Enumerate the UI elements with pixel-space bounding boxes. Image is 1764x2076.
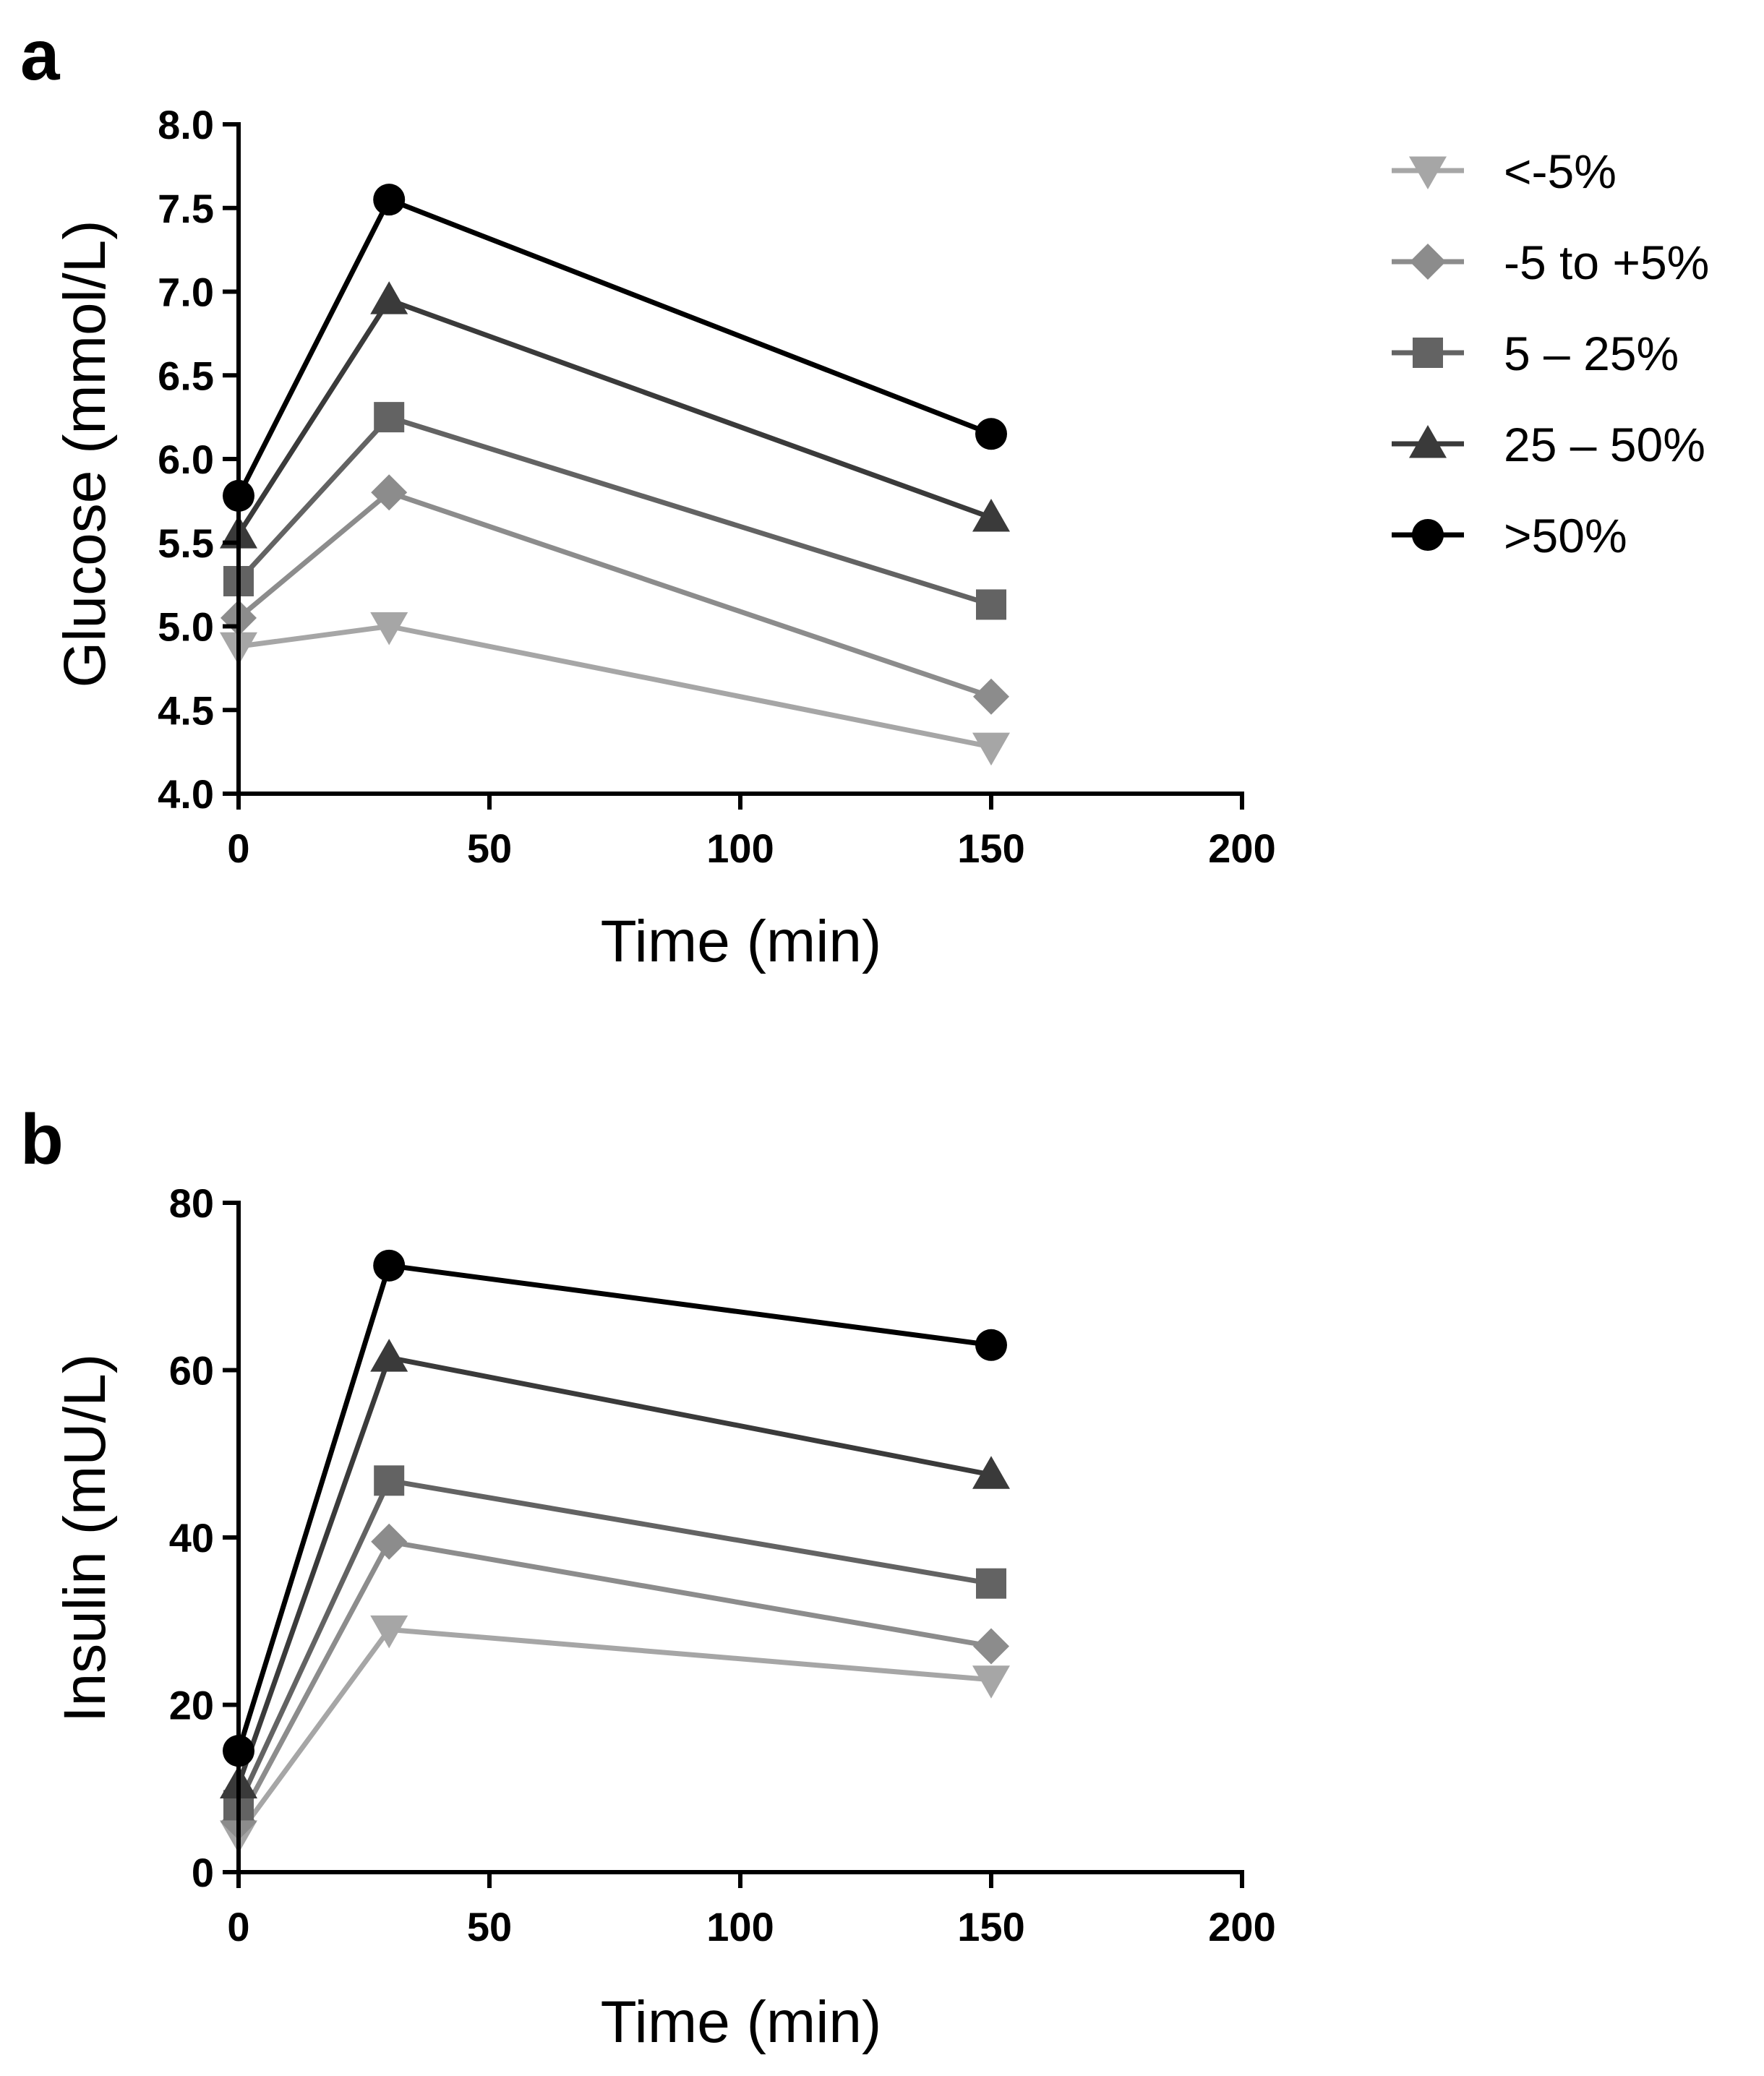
glucose-y-tick-label-1: 4.5: [158, 687, 214, 733]
legend-marker-1: [1410, 244, 1446, 280]
insulin-y-tick-label-1: 20: [169, 1683, 214, 1728]
glucose-x-tick-label-1: 50: [467, 825, 512, 871]
glucose-point-s0-1: [370, 612, 408, 645]
insulin-y-tick-label-4: 80: [169, 1180, 214, 1226]
glucose-y-axis-title: Glucose (mmol/L): [52, 220, 118, 687]
insulin-plot-area: 0 20 40 60 80 0 50 100 150 200: [169, 1180, 1276, 1950]
insulin-y-tick-label-0: 0: [192, 1850, 214, 1895]
insulin-series-line-2: [236, 1477, 992, 1806]
insulin-y-tick-label-2: 40: [169, 1515, 214, 1561]
legend-item-3: 25 – 50%: [1392, 418, 1705, 471]
glucose-point-s4-1: [373, 184, 406, 216]
legend-label-2: 5 – 25%: [1504, 327, 1679, 380]
glucose-x-tick-label-0: 0: [227, 825, 249, 871]
glucose-y-tick-label-3: 5.5: [158, 520, 214, 566]
insulin-y-tick-label-3: 60: [169, 1348, 214, 1394]
glucose-plot-area: 4.0 4.5 5.0 5.5 6.0 6.5 7.0 7.5 8.0 0 50 100 150 200: [158, 102, 1276, 871]
insulin-x-tick-label-1: 50: [467, 1904, 512, 1950]
legend-label-4: >50%: [1504, 509, 1627, 562]
glucose-x-tick-label-3: 150: [957, 825, 1024, 871]
insulin-point-s1-1: [371, 1523, 408, 1560]
glucose-x-axis-title: Time (min): [601, 909, 882, 974]
insulin-series-line-3: [236, 1355, 992, 1785]
panel-label-a: a: [20, 15, 61, 95]
glucose-x-tick-label-4: 200: [1208, 825, 1275, 871]
insulin-point-s1-2: [973, 1628, 1009, 1665]
glucose-series-line-4: [236, 197, 993, 497]
legend-label-0: <-5%: [1504, 145, 1617, 198]
insulin-point-s3-2: [972, 1456, 1010, 1489]
insulin-point-s4-2: [975, 1329, 1007, 1361]
glucose-point-s1-1: [371, 474, 408, 511]
glucose-x-tick-label-2: 100: [706, 825, 774, 871]
glucose-y-tick-label-0: 4.0: [158, 771, 214, 817]
insulin-x-axis-title: Time (min): [601, 1989, 882, 2055]
glucose-y-tick-label-2: 5.0: [158, 604, 214, 650]
legend: <-5% -5 to +5% 5 – 25% 25 – 50% >50%: [1392, 145, 1709, 562]
glucose-y-tick-label-8: 8.0: [158, 102, 214, 147]
glucose-series-line-0: [238, 624, 992, 750]
insulin-point-s0-2: [972, 1665, 1010, 1699]
legend-item-4: >50%: [1392, 509, 1627, 562]
glucose-series-line-1: [236, 489, 993, 700]
legend-item-0: <-5%: [1392, 145, 1617, 198]
glucose-series-line-3: [236, 297, 993, 536]
insulin-x-tick-label-4: 200: [1208, 1904, 1275, 1950]
glucose-point-s3-2: [972, 499, 1010, 532]
insulin-point-s0-1: [370, 1615, 408, 1649]
glucose-point-s2-2: [976, 589, 1006, 620]
panel-a-glucose: a 4.0 4.5 5.0 5.5 6.0 6.5 7.0 7.5 8.0 0 50 100 150 20…: [20, 15, 1276, 974]
panel-b-insulin: b 0 20 40 60 80 0 50 100 150 200 Time (min) Insul…: [20, 1099, 1276, 2055]
glucose-point-s2-1: [374, 402, 405, 433]
glucose-y-tick-label-4: 6.0: [158, 437, 214, 482]
glucose-series-line-2: [236, 414, 993, 607]
insulin-series-line-0: [236, 1626, 992, 1836]
glucose-y-tick-label-5: 6.5: [158, 353, 214, 398]
insulin-point-s4-1: [373, 1249, 406, 1282]
insulin-point-s2-2: [976, 1568, 1006, 1599]
panel-label-b: b: [20, 1099, 64, 1179]
insulin-x-tick-label-2: 100: [706, 1904, 774, 1950]
glucose-point-s4-2: [975, 418, 1007, 450]
glucose-y-tick-label-7: 7.5: [158, 186, 214, 231]
insulin-point-s3-1: [370, 1339, 408, 1372]
glucose-point-s0-2: [972, 732, 1010, 766]
legend-item-1: -5 to +5%: [1392, 236, 1709, 289]
legend-item-2: 5 – 25%: [1392, 327, 1679, 380]
legend-label-1: -5 to +5%: [1504, 236, 1709, 289]
insulin-point-s2-1: [374, 1465, 405, 1496]
glucose-y-tick-label-6: 7.0: [158, 270, 214, 315]
glucose-point-s3-1: [370, 281, 408, 314]
insulin-y-axis-title: Insulin (mU/L): [52, 1354, 118, 1723]
legend-marker-2: [1413, 338, 1443, 368]
legend-marker-3: [1409, 425, 1447, 458]
insulin-x-tick-label-0: 0: [227, 1904, 249, 1950]
legend-marker-0: [1409, 156, 1447, 189]
legend-label-3: 25 – 50%: [1504, 418, 1705, 471]
legend-marker-4: [1412, 519, 1444, 551]
insulin-x-tick-label-3: 150: [957, 1904, 1024, 1950]
glucose-point-s1-2: [973, 678, 1009, 715]
